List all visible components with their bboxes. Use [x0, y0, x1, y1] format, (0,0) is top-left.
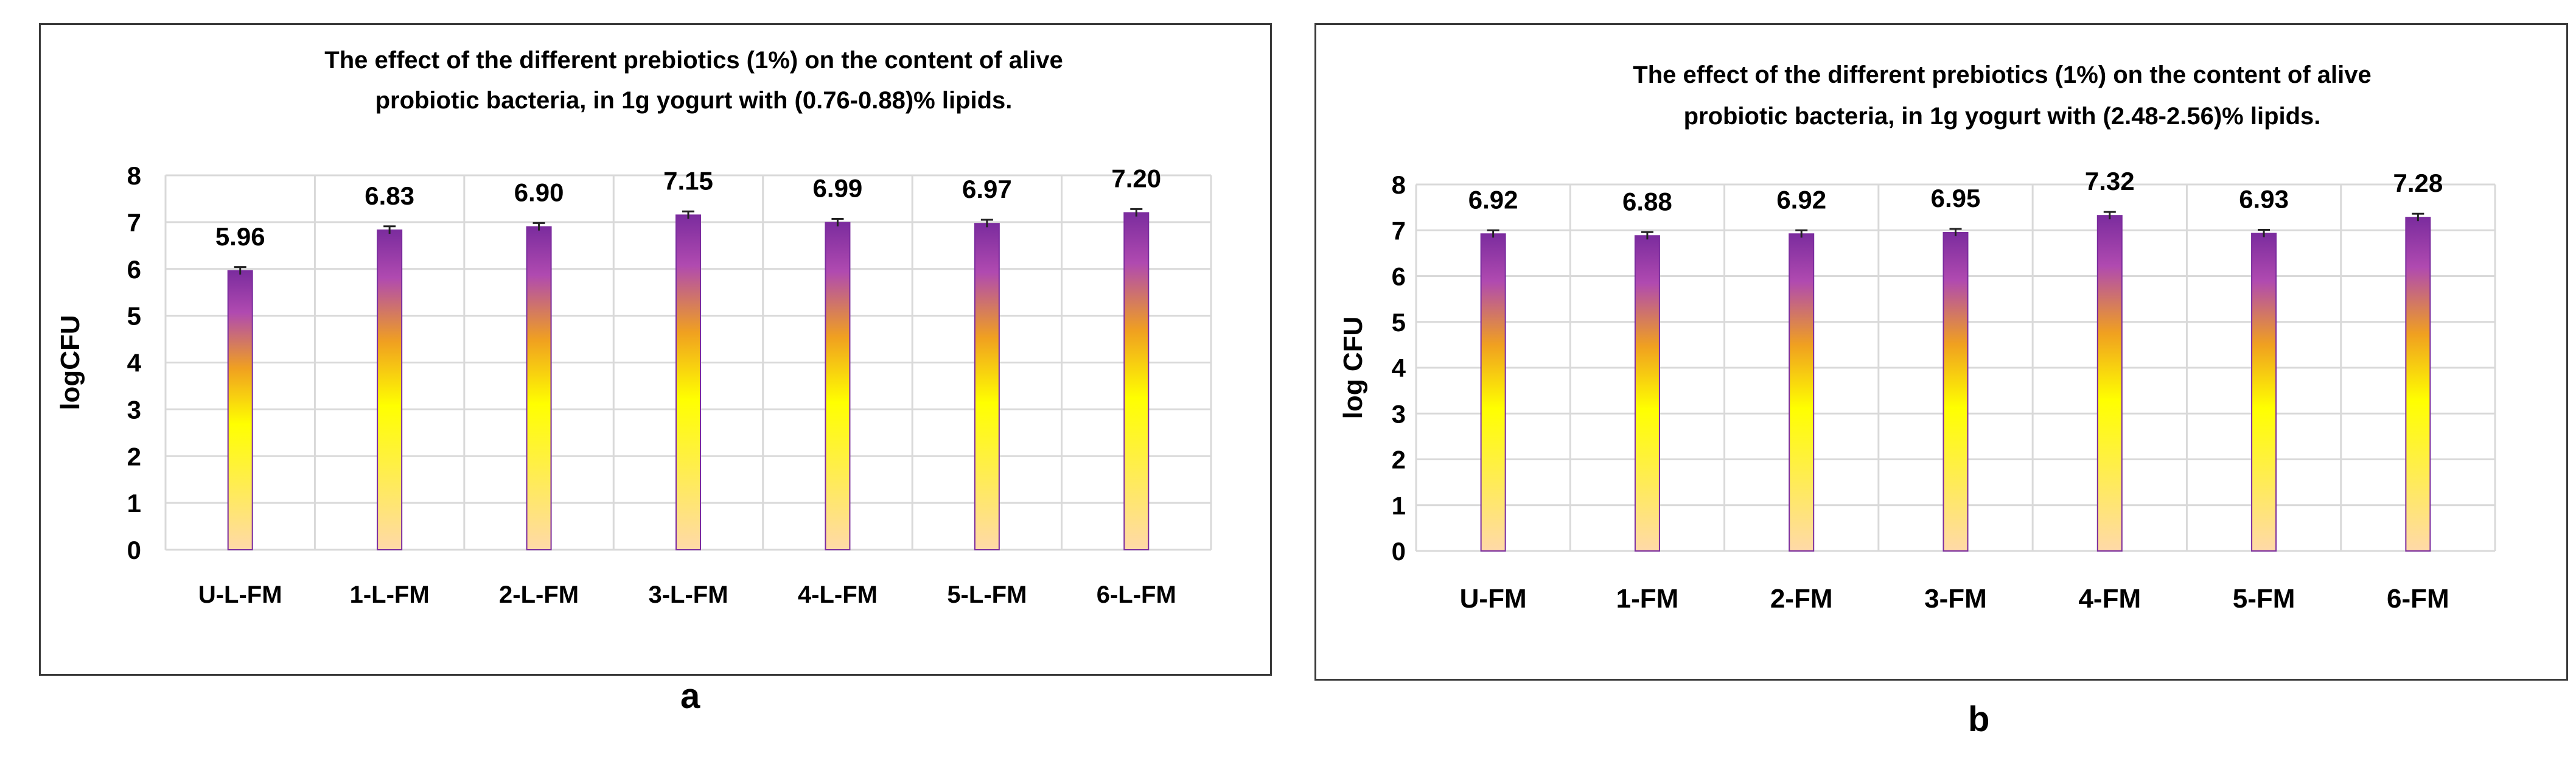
chart-a-category-label-5: 5-L-FM [947, 581, 1027, 608]
chart-b-value-label-5: 6.93 [2239, 185, 2289, 214]
chart-b-category-label-4: 4-FM [2078, 584, 2141, 614]
chart-b-bar-2 [1789, 233, 1815, 552]
chart-b-ytick-label-4: 4 [1392, 354, 1406, 382]
chart-a-ytick-label-5: 5 [127, 302, 141, 331]
chart-a-ytick-label-4: 4 [127, 349, 142, 377]
chart-b-ytick-label-0: 0 [1392, 537, 1406, 566]
chart-b-value-label-2: 6.92 [1776, 185, 1826, 214]
chart-b-title-line-2: probiotic bacteria, in 1g yogurt with (2… [1684, 103, 2321, 130]
chart-b-category-label-1: 1-FM [1616, 584, 1679, 614]
panel-label-b: b [1968, 700, 1990, 739]
chart-b-value-label-6: 7.28 [2393, 169, 2443, 197]
chart-b-ytick-label-5: 5 [1392, 308, 1406, 337]
chart-a-ytick-label-6: 6 [127, 255, 141, 284]
chart-a-ytick-label-0: 0 [127, 536, 141, 564]
chart-b-category-label-3: 3-FM [1924, 584, 1987, 614]
chart-a-bar-6 [1123, 212, 1150, 550]
chart-a-value-label-2: 6.90 [514, 178, 564, 207]
chart-a-y-axis-label: logCFU [55, 315, 85, 410]
chart-b-ytick-label-7: 7 [1392, 216, 1406, 245]
chart-b-value-label-1: 6.88 [1622, 187, 1672, 216]
chart-a-category-label-1: 1-L-FM [350, 581, 430, 608]
chart-b-bar-0 [1480, 233, 1506, 552]
chart-a-value-label-4: 6.99 [813, 174, 863, 203]
chart-a-ytick-label-7: 7 [127, 208, 141, 237]
chart-a-value-label-1: 6.83 [365, 181, 414, 210]
chart-a-value-label-3: 7.15 [663, 166, 713, 195]
chart-a-ytick-label-2: 2 [127, 442, 141, 471]
chart-a-value-label-6: 7.20 [1111, 164, 1161, 193]
chart-a-value-label-0: 5.96 [215, 222, 265, 251]
chart-a-category-label-6: 6-L-FM [1097, 581, 1176, 608]
chart-b-bar-4 [2096, 215, 2123, 552]
chart-b-ytick-label-3: 3 [1392, 399, 1406, 428]
chart-b-bar-3 [1942, 232, 1969, 552]
chart-b-y-axis-label: log CFU [1338, 317, 1368, 419]
chart-a-ytick-label-1: 1 [127, 489, 141, 517]
chart-b-category-label-2: 2-FM [1770, 584, 1833, 614]
chart-b-ytick-label-2: 2 [1392, 446, 1406, 474]
chart-a-ytick-label-8: 8 [127, 161, 141, 190]
chart-b-value-label-3: 6.95 [1931, 184, 1981, 212]
chart-b-category-label-5: 5-FM [2233, 584, 2295, 614]
chart-b-ytick-label-6: 6 [1392, 262, 1406, 291]
chart-a-title-line-1: The effect of the different prebiotics (… [324, 47, 1063, 74]
chart-b-value-label-0: 6.92 [1468, 185, 1518, 214]
chart-b-category-label-6: 6-FM [2387, 584, 2449, 614]
chart-a-bar-4 [825, 222, 851, 550]
chart-a-category-label-4: 4-L-FM [798, 581, 878, 608]
chart-b-title-line-1: The effect of the different prebiotics (… [1633, 61, 2371, 88]
chart-a-bar-0 [227, 270, 253, 550]
chart-a-category-label-0: U-L-FM [198, 581, 282, 608]
chart-a-bar-5 [974, 223, 1000, 550]
chart-a-bar-2 [526, 226, 552, 550]
chart-b-bar-5 [2251, 233, 2277, 552]
chart-a-category-label-3: 3-L-FM [648, 581, 728, 608]
chart-panel-b [1314, 23, 2568, 681]
chart-b-ytick-label-8: 8 [1392, 170, 1406, 199]
chart-b-category-label-0: U-FM [1460, 584, 1527, 614]
chart-b-bar-6 [2405, 217, 2431, 552]
chart-a-ytick-label-3: 3 [127, 395, 141, 424]
chart-a-value-label-5: 6.97 [962, 175, 1012, 203]
chart-b-ytick-label-1: 1 [1392, 491, 1406, 520]
chart-b-value-label-4: 7.32 [2085, 167, 2135, 195]
chart-a-title-line-2: probiotic bacteria, in 1g yogurt with (0… [375, 87, 1013, 114]
chart-a-category-label-2: 2-L-FM [499, 581, 579, 608]
chart-a-bar-1 [377, 229, 403, 551]
chart-b-bar-1 [1634, 235, 1660, 552]
panel-label-a: a [680, 676, 700, 716]
